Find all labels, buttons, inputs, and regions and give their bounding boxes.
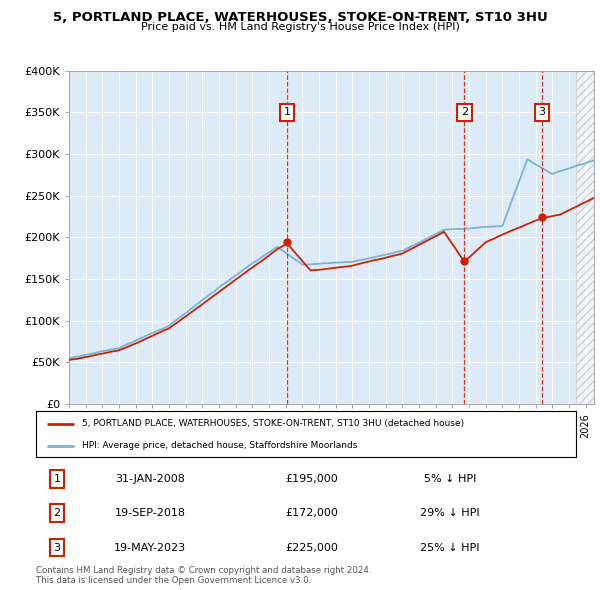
Text: HPI: Average price, detached house, Staffordshire Moorlands: HPI: Average price, detached house, Staf… xyxy=(82,441,357,450)
Text: 3: 3 xyxy=(53,543,61,552)
Text: 5, PORTLAND PLACE, WATERHOUSES, STOKE-ON-TRENT, ST10 3HU: 5, PORTLAND PLACE, WATERHOUSES, STOKE-ON… xyxy=(53,11,547,24)
Text: £172,000: £172,000 xyxy=(286,509,338,518)
Text: 1: 1 xyxy=(283,107,290,117)
Text: Price paid vs. HM Land Registry's House Price Index (HPI): Price paid vs. HM Land Registry's House … xyxy=(140,22,460,32)
Text: 1: 1 xyxy=(53,474,61,484)
Text: 2: 2 xyxy=(53,509,61,518)
Text: 19-SEP-2018: 19-SEP-2018 xyxy=(115,509,185,518)
Text: 2: 2 xyxy=(461,107,468,117)
Text: 31-JAN-2008: 31-JAN-2008 xyxy=(115,474,185,484)
Text: 25% ↓ HPI: 25% ↓ HPI xyxy=(420,543,480,552)
Text: £225,000: £225,000 xyxy=(286,543,338,552)
Text: Contains HM Land Registry data © Crown copyright and database right 2024.
This d: Contains HM Land Registry data © Crown c… xyxy=(36,566,371,585)
Bar xyxy=(576,71,594,404)
Text: 5, PORTLAND PLACE, WATERHOUSES, STOKE-ON-TRENT, ST10 3HU (detached house): 5, PORTLAND PLACE, WATERHOUSES, STOKE-ON… xyxy=(82,419,464,428)
Text: £195,000: £195,000 xyxy=(286,474,338,484)
Text: 19-MAY-2023: 19-MAY-2023 xyxy=(114,543,186,552)
Text: 5% ↓ HPI: 5% ↓ HPI xyxy=(424,474,476,484)
Text: 29% ↓ HPI: 29% ↓ HPI xyxy=(420,509,480,518)
Text: 3: 3 xyxy=(539,107,545,117)
